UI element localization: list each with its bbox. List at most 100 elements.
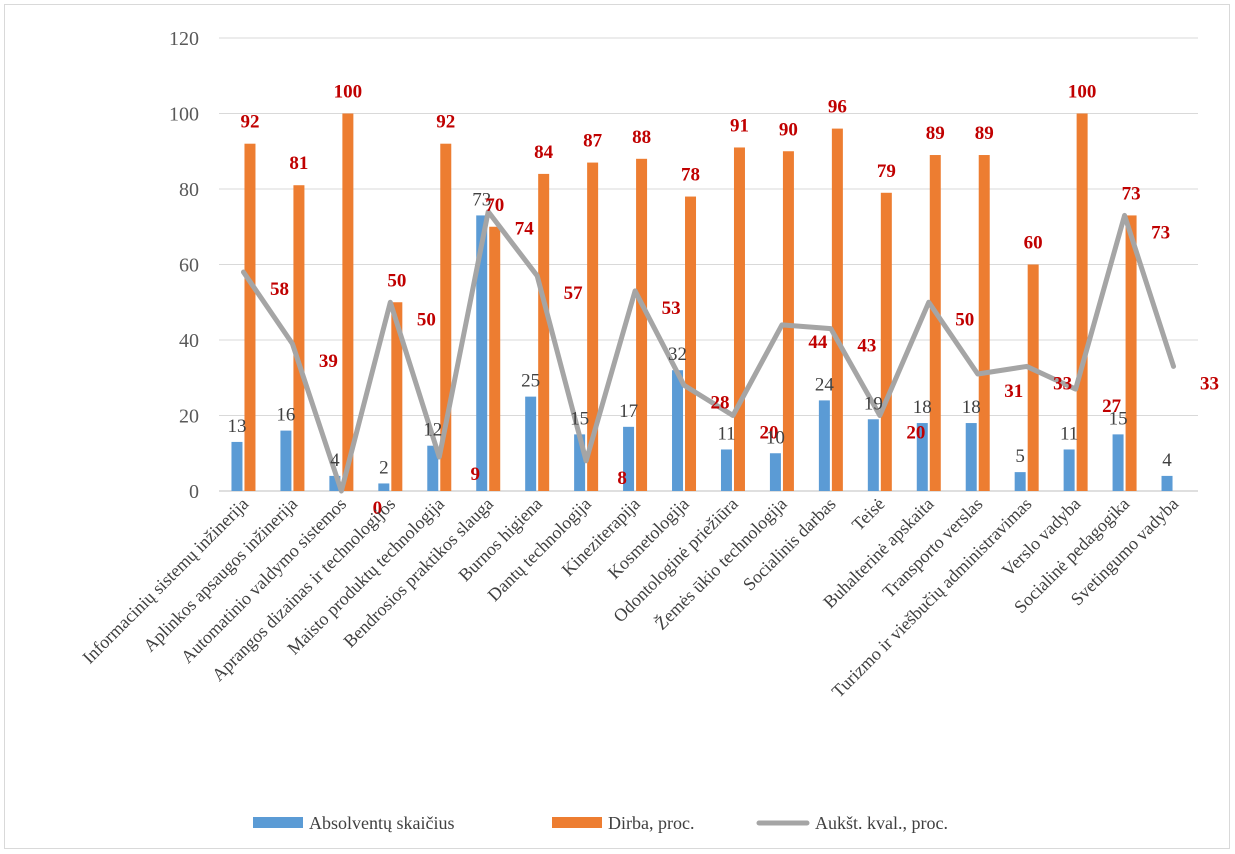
data-label-kval: 33	[1200, 373, 1219, 394]
legend-swatch	[253, 817, 303, 828]
data-label-kval: 33	[1053, 373, 1072, 394]
bar-absolventu-skaicius	[720, 449, 732, 491]
chart-frame: 0 20 40 60 80 100 120 13 92 58 16 81 39 4 100 0 2 50 50 12…	[4, 4, 1230, 849]
data-label-kval: 57	[564, 283, 584, 304]
bar-layer	[231, 113, 1173, 492]
data-label-kval: 20	[906, 423, 925, 444]
bar-dirba-proc	[1125, 215, 1137, 492]
data-label-kval: 9	[471, 464, 481, 485]
legend-label: Dirba, proc.	[608, 813, 694, 833]
bar-dirba-proc	[1027, 264, 1039, 491]
data-label-dirba: 88	[632, 127, 651, 148]
data-label-dirba: 87	[583, 131, 603, 152]
data-label-kval: 27	[1102, 396, 1122, 417]
bar-absolventu-skaicius	[1014, 472, 1026, 491]
y-tick-label: 100	[169, 104, 199, 126]
label-layer: 1392581681394100025050129297370742584571…	[227, 82, 1219, 520]
y-tick-label: 80	[179, 179, 199, 201]
data-label-dirba: 100	[1068, 82, 1097, 103]
data-label-dirba: 91	[730, 115, 749, 136]
bar-dirba-proc	[929, 155, 941, 491]
bar-absolventu-skaicius	[769, 453, 781, 491]
bar-dirba-proc	[489, 226, 501, 491]
data-label-dirba: 100	[334, 82, 363, 103]
y-tick-label: 0	[189, 481, 199, 503]
data-label-kval: 74	[515, 219, 535, 240]
bar-dirba-proc	[733, 147, 745, 491]
data-label-absolventu: 18	[913, 397, 932, 418]
bar-absolventu-skaicius	[818, 400, 830, 491]
data-label-kval: 43	[857, 336, 876, 357]
data-label-dirba: 70	[485, 195, 504, 216]
bar-absolventu-skaicius	[378, 483, 390, 491]
data-label-kval: 8	[617, 468, 627, 489]
bar-dirba-proc	[880, 192, 892, 491]
data-label-dirba: 89	[926, 123, 945, 144]
data-label-kval: 58	[270, 279, 289, 300]
bar-absolventu-skaicius	[672, 370, 684, 491]
data-label-dirba: 60	[1024, 233, 1043, 254]
bar-absolventu-skaicius	[574, 434, 586, 491]
x-tick-label: Teisė	[848, 494, 889, 535]
data-label-dirba: 81	[289, 153, 308, 174]
legend-label: Absolventų skaičius	[309, 813, 455, 833]
data-label-kval: 20	[759, 423, 778, 444]
legend-swatch	[552, 817, 602, 828]
bar-dirba-proc	[831, 128, 843, 491]
xtick-layer: Informacinių sistemų inžinerijaAplinkos …	[78, 493, 1182, 701]
bar-absolventu-skaicius	[329, 475, 341, 491]
bar-dirba-proc	[244, 143, 256, 491]
y-tick-label: 20	[179, 406, 199, 428]
data-label-kval: 44	[808, 332, 828, 353]
bar-absolventu-skaicius	[1112, 434, 1124, 491]
data-label-absolventu: 4	[330, 450, 340, 471]
data-label-kval: 39	[319, 351, 338, 372]
data-label-absolventu: 10	[766, 427, 785, 448]
bar-dirba-proc	[440, 143, 452, 491]
data-label-absolventu: 24	[815, 374, 835, 395]
bar-dirba-proc	[293, 185, 305, 491]
data-label-dirba: 79	[877, 161, 896, 182]
bar-absolventu-skaicius	[867, 419, 879, 491]
bar-absolventu-skaicius	[280, 430, 292, 491]
bar-absolventu-skaicius	[231, 441, 243, 491]
data-label-absolventu: 11	[717, 423, 735, 444]
bar-absolventu-skaicius	[427, 445, 439, 491]
data-label-absolventu: 12	[423, 420, 442, 441]
bar-dirba-proc	[538, 173, 550, 491]
data-label-absolventu: 15	[570, 408, 589, 429]
legend-label: Aukšt. kval., proc.	[815, 813, 948, 833]
data-label-dirba: 92	[240, 112, 259, 133]
y-tick-label: 60	[179, 255, 199, 277]
bar-dirba-proc	[685, 196, 697, 492]
data-label-absolventu: 4	[1162, 450, 1172, 471]
data-label-dirba: 78	[681, 165, 700, 186]
bar-absolventu-skaicius	[965, 423, 977, 491]
data-label-kval: 50	[417, 309, 436, 330]
data-label-kval: 53	[662, 298, 681, 319]
bar-absolventu-skaicius	[916, 423, 928, 491]
bar-dirba-proc	[636, 158, 648, 492]
data-label-absolventu: 73	[472, 189, 491, 210]
bar-dirba-proc	[391, 302, 403, 491]
bar-absolventu-skaicius	[476, 215, 488, 492]
bar-absolventu-skaicius	[525, 396, 537, 491]
data-label-dirba: 84	[534, 142, 554, 163]
data-label-absolventu: 16	[276, 405, 295, 426]
data-label-absolventu: 18	[962, 397, 981, 418]
data-label-dirba: 73	[1122, 183, 1141, 204]
line-layer	[240, 209, 1177, 494]
bar-dirba-proc	[782, 151, 794, 491]
data-label-kval: 0	[373, 498, 383, 519]
y-tick-label: 40	[179, 330, 199, 352]
y-tick-label: 120	[169, 28, 199, 50]
data-label-absolventu: 13	[227, 416, 246, 437]
data-label-dirba: 96	[828, 97, 847, 118]
data-label-dirba: 92	[436, 112, 455, 133]
data-label-absolventu: 15	[1109, 408, 1128, 429]
data-label-absolventu: 25	[521, 371, 540, 392]
data-label-absolventu: 17	[619, 401, 638, 422]
data-label-dirba: 50	[387, 270, 406, 291]
data-label-absolventu: 32	[668, 344, 687, 365]
